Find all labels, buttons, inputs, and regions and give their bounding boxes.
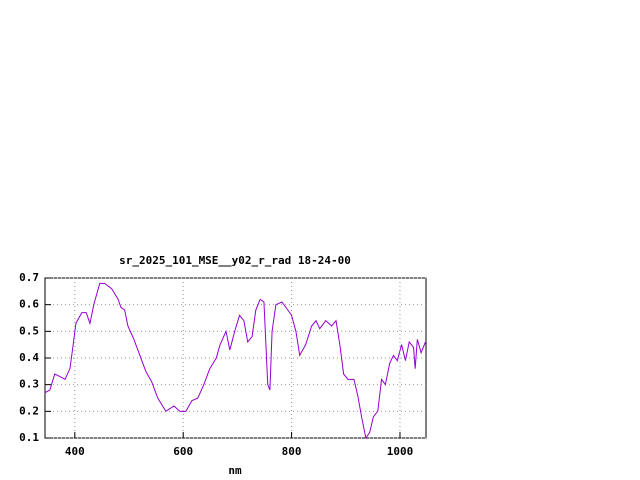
y-tick-label: 0.5 [19,324,39,337]
data-line [44,282,426,440]
y-tick-label: 0.6 [19,298,39,311]
y-tick-label: 0.3 [19,378,39,391]
plot-frame [44,277,427,439]
chart-title: sr_2025_101_MSE__y02_r_rad 18-24-00 [119,254,351,267]
x-axis-label: nm [228,464,242,477]
y-tick-label: 0.1 [19,431,39,444]
y-tick-label: 0.4 [19,351,39,364]
y-tick-label: 0.2 [19,404,39,417]
x-tick-label: 1000 [387,445,414,458]
x-tick-label: 400 [65,445,85,458]
y-tick-label: 0.7 [19,271,39,284]
x-tick-label: 800 [282,445,302,458]
x-tick-label: 600 [173,445,193,458]
